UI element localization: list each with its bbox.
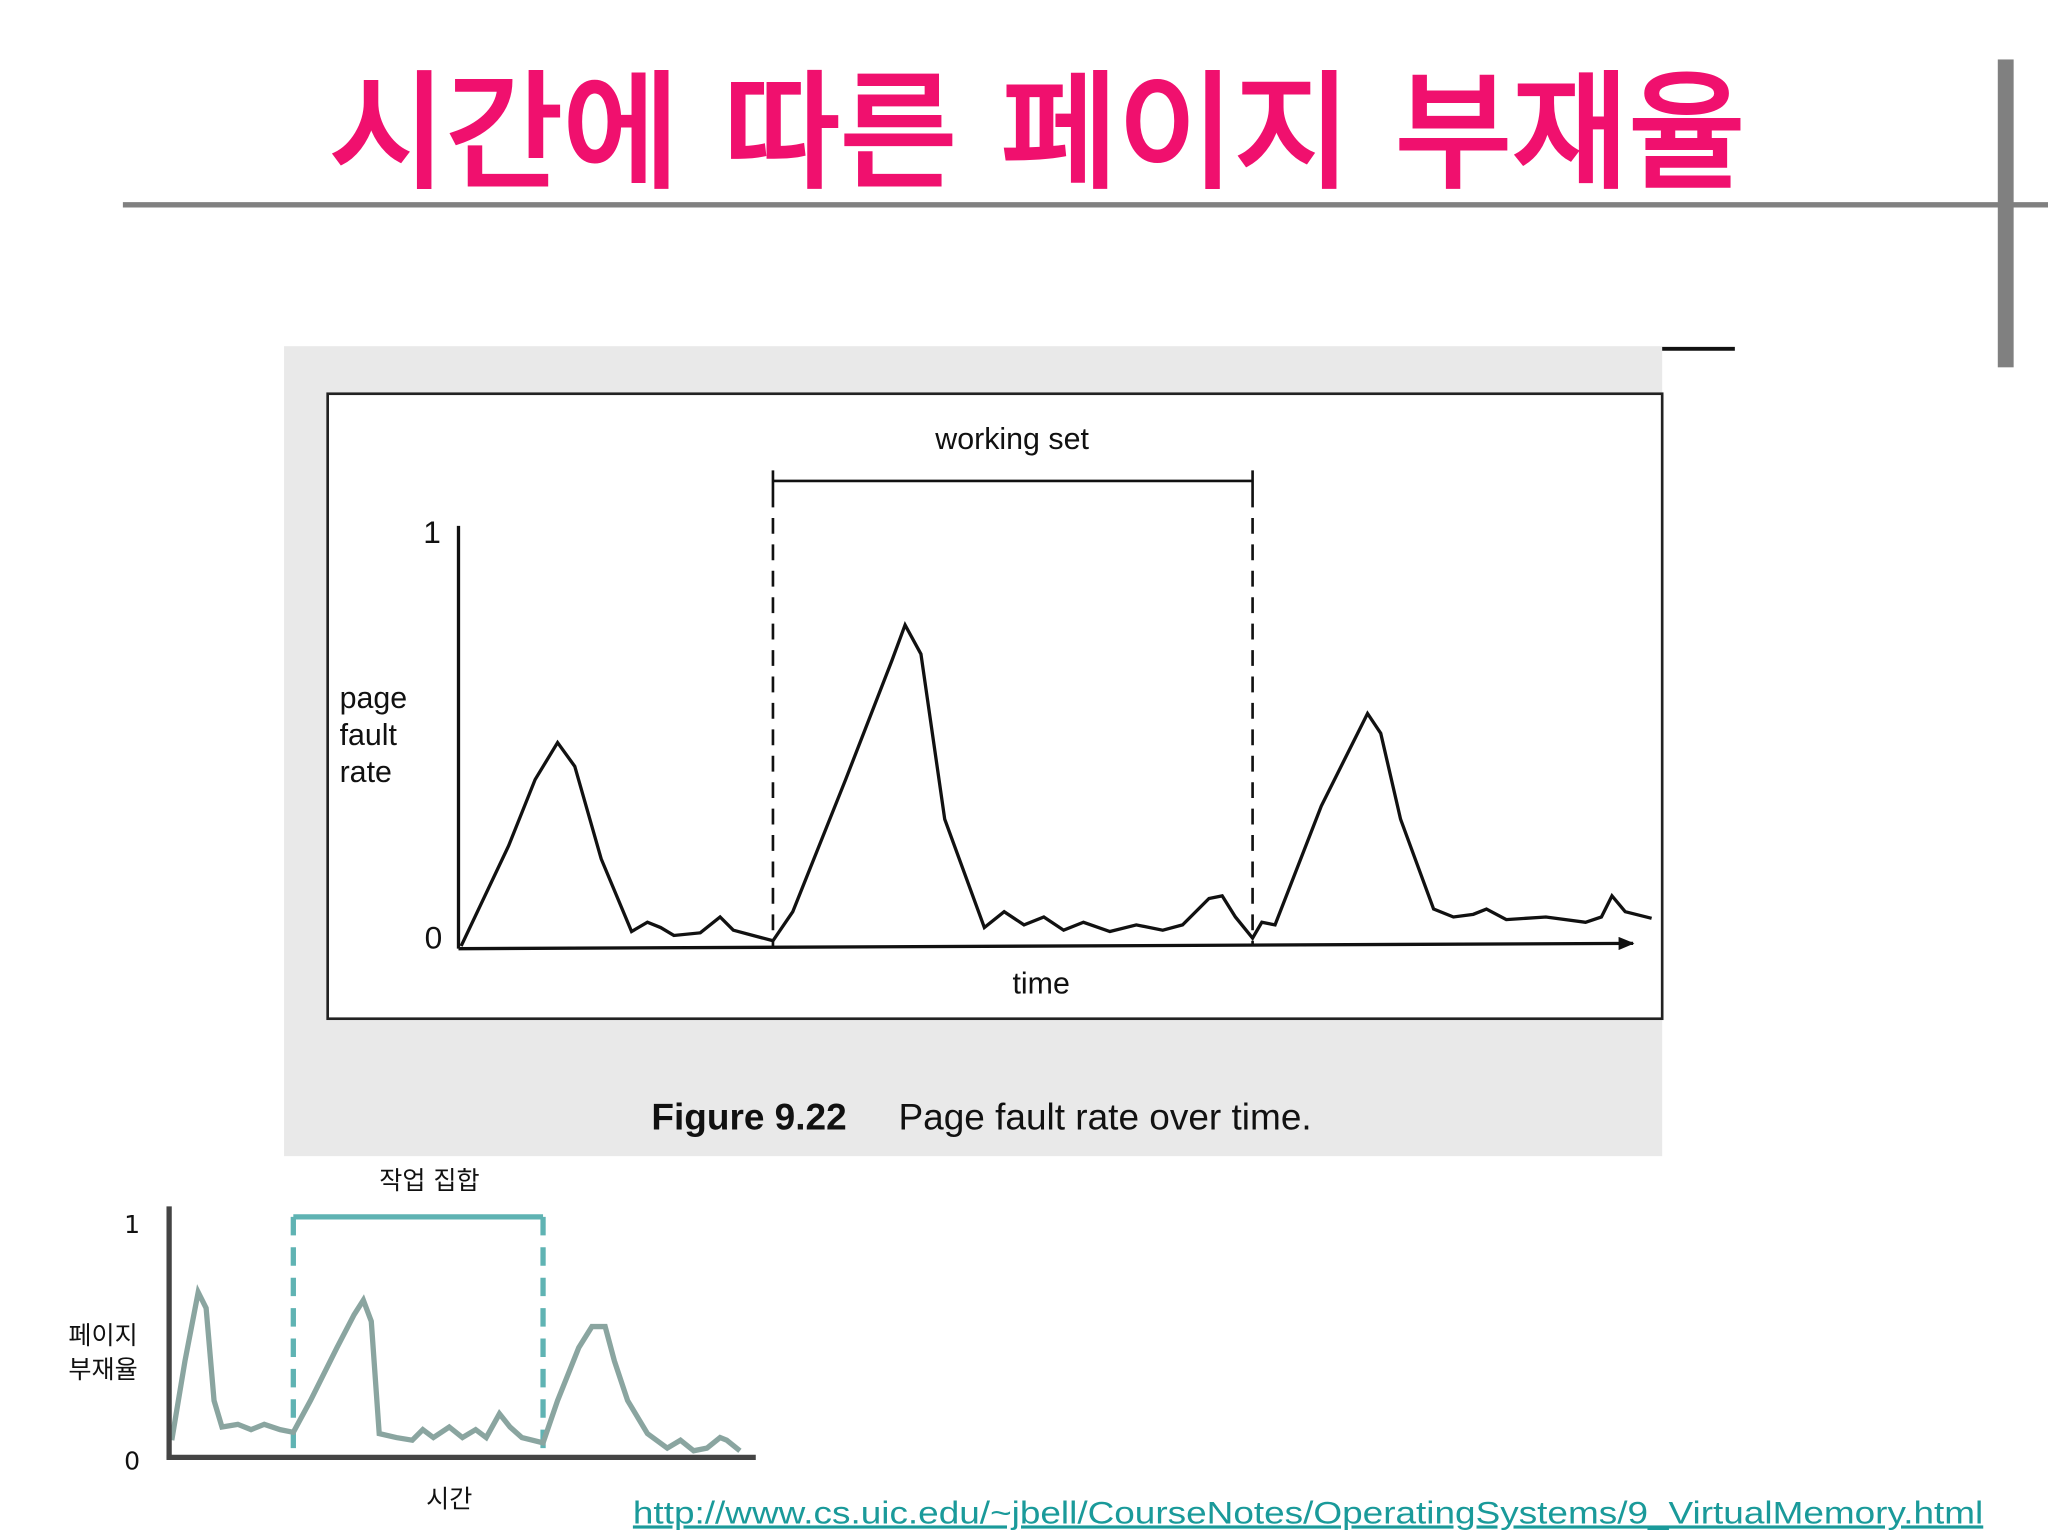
y-min-label-ko: 0 — [124, 1446, 140, 1475]
fault-rate-curve — [459, 620, 1653, 947]
side-bar — [1997, 59, 2014, 368]
y-max-label: 1 — [423, 514, 441, 550]
bracket-label: working set — [934, 422, 1089, 456]
y-min-label: 0 — [425, 920, 443, 956]
y-label: rate — [340, 755, 392, 789]
y-label-ko: 부재율 — [68, 1355, 137, 1384]
slide-title: 시간에 따른 페이지 부재율 — [329, 59, 1745, 207]
working-set-bracket-ko — [290, 1214, 546, 1454]
source-link[interactable]: http://www.cs.uic.edu/~jbell/CourseNotes… — [633, 1494, 1983, 1530]
x-label: time — [1012, 967, 1069, 1001]
y-max-label-ko: 1 — [124, 1210, 140, 1239]
caption-number: Figure 9.22 — [651, 1097, 846, 1138]
bracket-label-ko: 작업 집합 — [379, 1166, 479, 1195]
working-set-bracket — [771, 470, 1254, 947]
fault-rate-curve-ko — [169, 1284, 742, 1454]
caption-text: Page fault rate over time. — [898, 1097, 1311, 1138]
x-label-ko: 시간 — [426, 1485, 472, 1514]
y-label: fault — [340, 718, 398, 752]
figure-frame — [326, 392, 1664, 1021]
y-label-ko: 페이지 — [68, 1321, 137, 1350]
y-label: page — [340, 681, 408, 715]
x-axis — [458, 936, 1635, 951]
